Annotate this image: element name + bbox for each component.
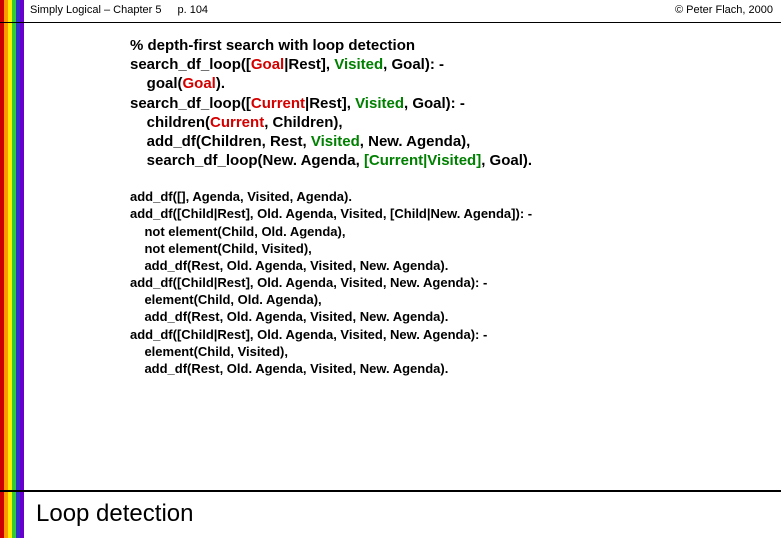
book-title: Simply Logical – Chapter 5 [30,4,161,16]
copyright: © Peter Flach, 2000 [675,4,773,16]
page-number: p. 104 [177,4,208,16]
left-stripes [0,0,24,538]
code-main: % depth-first search with loop detection… [130,36,761,170]
top-rule [0,22,781,23]
code-secondary: add_df([], Agenda, Visited, Agenda). add… [130,188,761,377]
content-area: % depth-first search with loop detection… [130,36,761,377]
bottom-rule [0,490,781,492]
header-left: Simply Logical – Chapter 5 p. 104 [30,4,208,16]
slide-header: Simply Logical – Chapter 5 p. 104 © Pete… [30,4,773,16]
slide-title: Loop detection [36,500,193,528]
stripe [20,0,24,538]
